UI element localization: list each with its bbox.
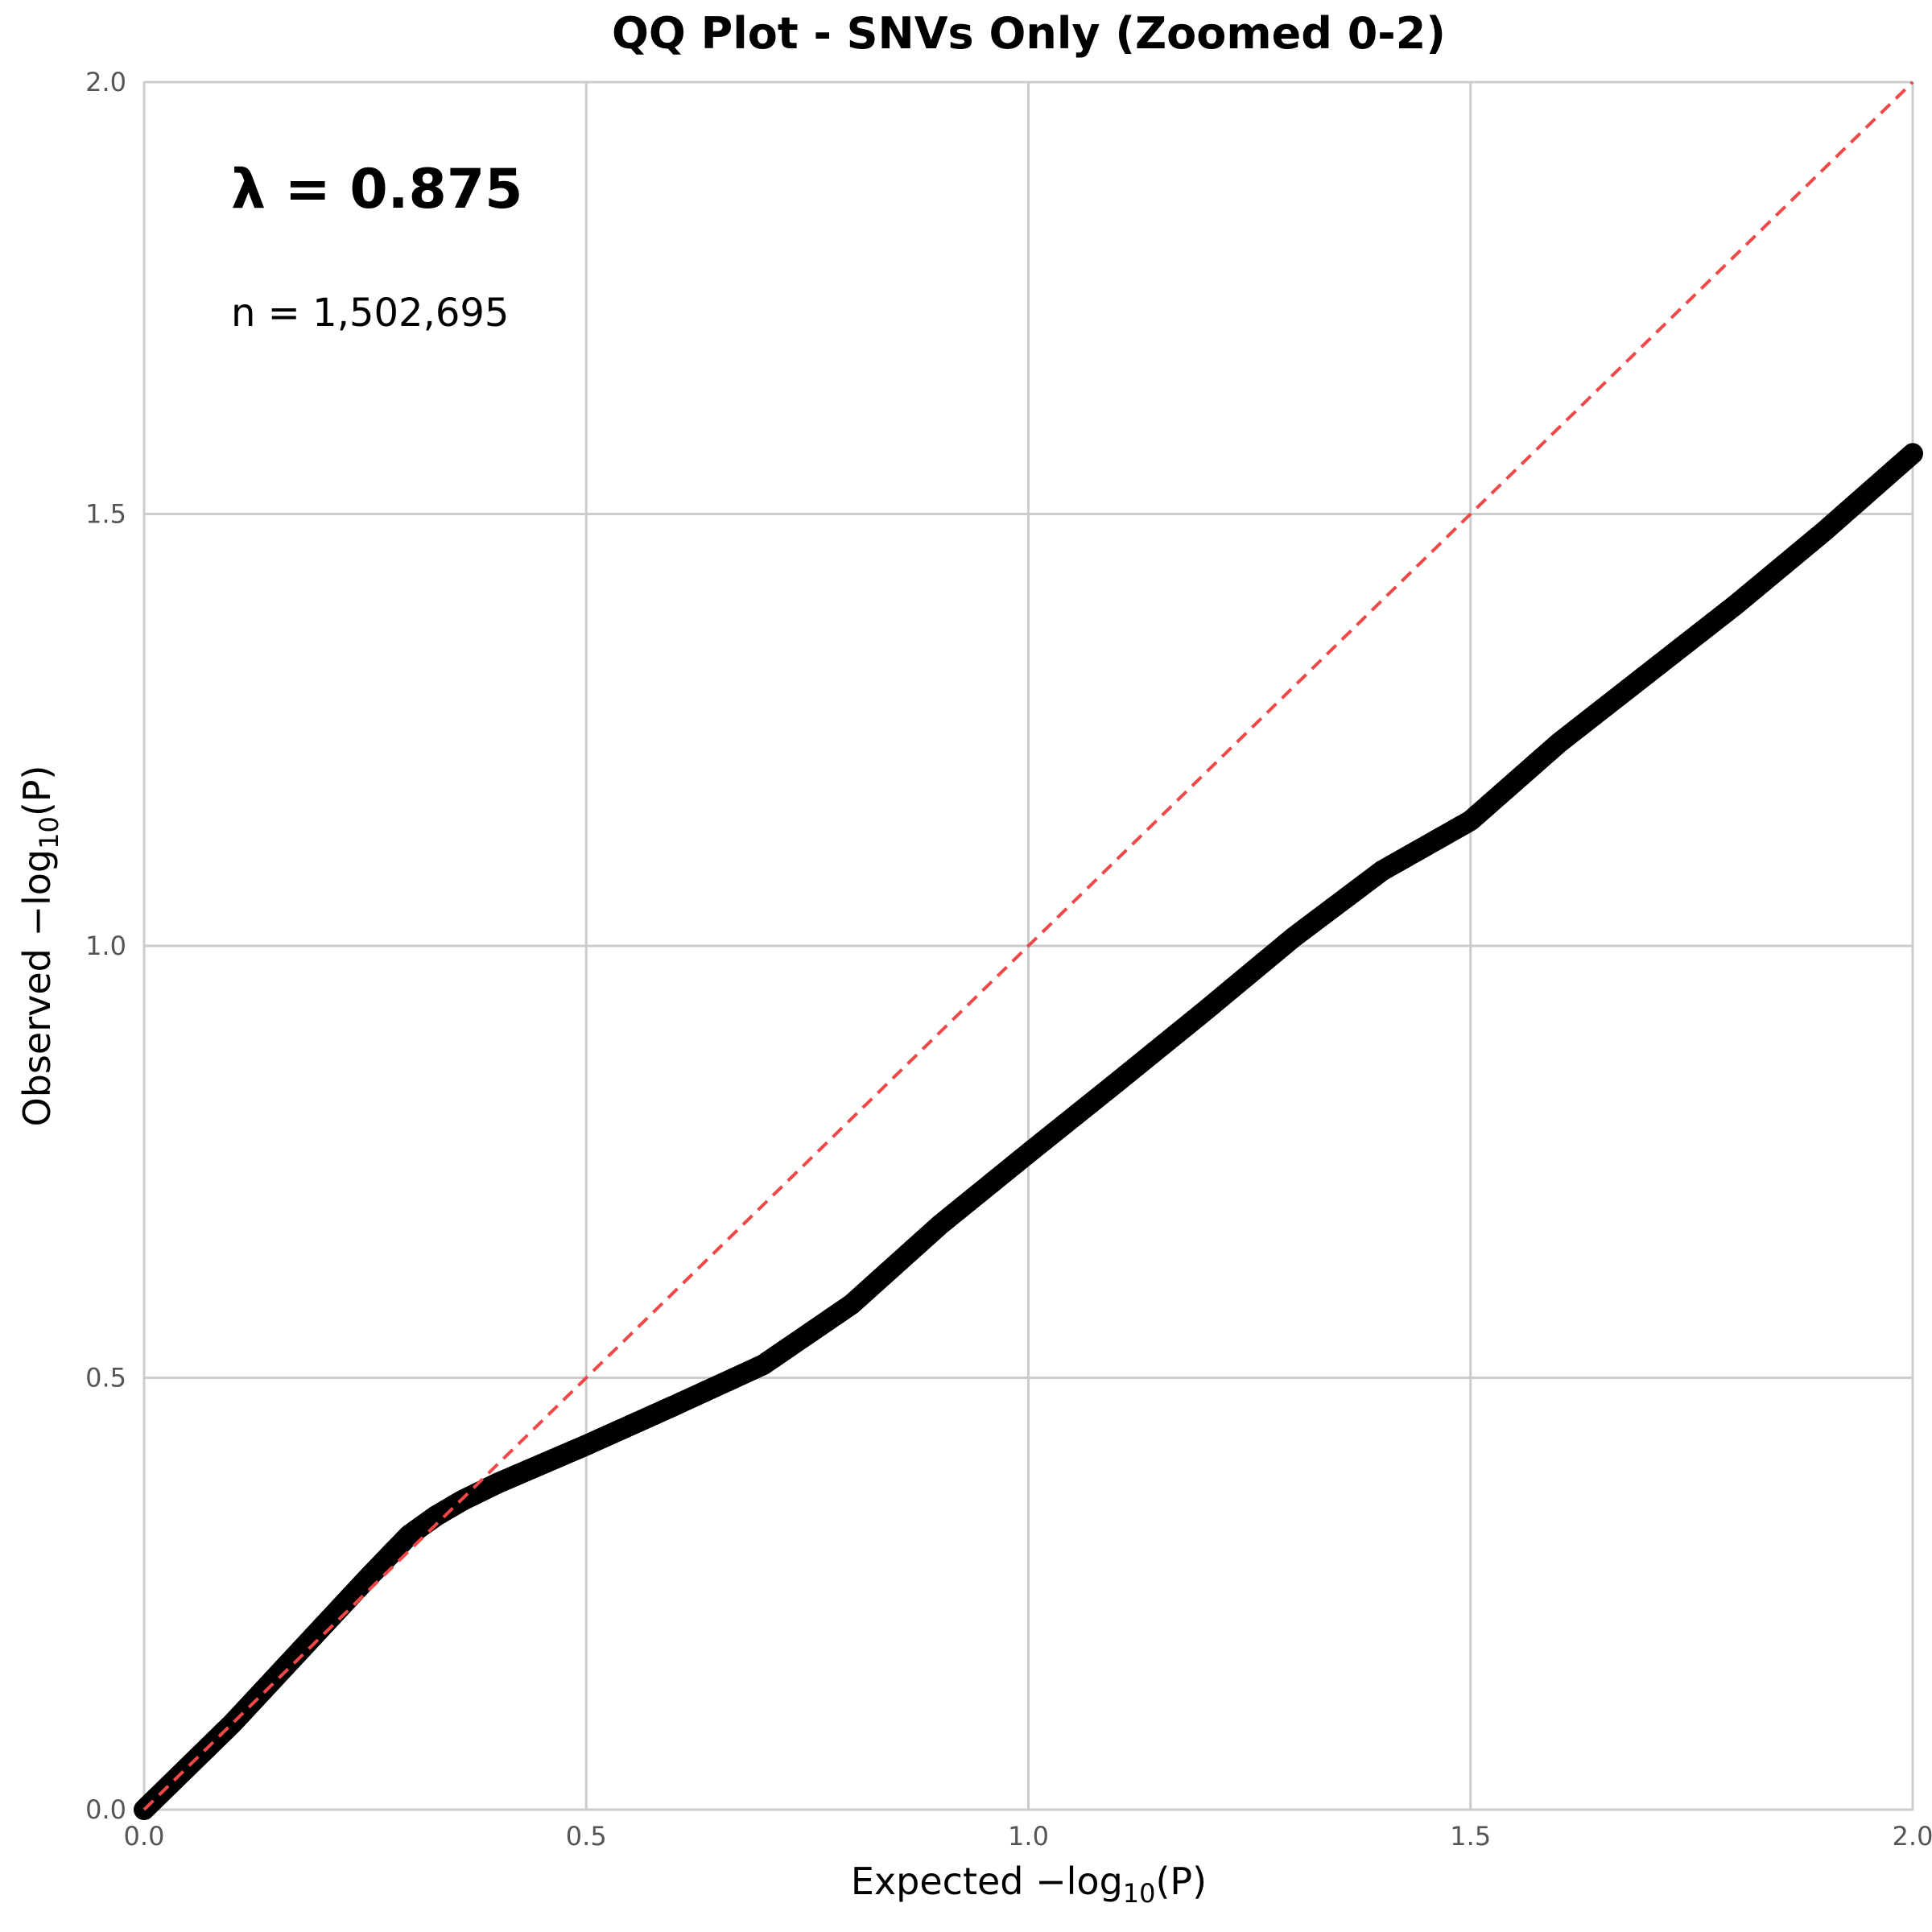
x-tick-labels: 0.0 0.5 1.0 1.5 2.0 — [124, 1821, 1932, 1852]
y-tick-label: 0.0 — [85, 1794, 126, 1825]
y-tick-label: 1.0 — [85, 931, 126, 961]
x-tick-label: 1.0 — [1008, 1821, 1049, 1852]
y-tick-label: 1.5 — [85, 499, 126, 530]
y-axis-label-prefix: Observed −log — [15, 849, 59, 1127]
x-tick-label: 1.5 — [1450, 1821, 1491, 1852]
y-axis-label-subscript: 10 — [34, 816, 64, 849]
reference-line — [142, 80, 1914, 1811]
x-axis-label: Expected −log10(P) — [851, 1860, 1207, 1909]
x-tick-label: 2.0 — [1893, 1821, 1932, 1852]
x-tick-label: 0.0 — [124, 1821, 165, 1852]
y-axis-label-suffix: (P) — [15, 766, 59, 817]
x-axis-label-subscript: 10 — [1123, 1878, 1156, 1909]
y-tick-label: 2.0 — [85, 67, 126, 97]
x-axis-label-prefix: Expected −log — [851, 1860, 1123, 1903]
data-points — [134, 443, 1923, 1820]
y-tick-label: 0.5 — [85, 1363, 126, 1393]
y-tick-labels: 0.0 0.5 1.0 1.5 2.0 — [85, 67, 126, 1825]
data-point — [1902, 443, 1923, 464]
lambda-annotation: λ = 0.875 — [231, 158, 522, 221]
y-axis-label: Observed −log10(P) — [15, 766, 64, 1127]
chart-title: QQ Plot - SNVs Only (Zoomed 0-2) — [612, 8, 1446, 59]
n-annotation: n = 1,502,695 — [231, 291, 509, 336]
x-axis-label-suffix: (P) — [1155, 1860, 1207, 1903]
plot-frame — [143, 81, 1913, 1810]
x-tick-label: 0.5 — [566, 1821, 607, 1852]
